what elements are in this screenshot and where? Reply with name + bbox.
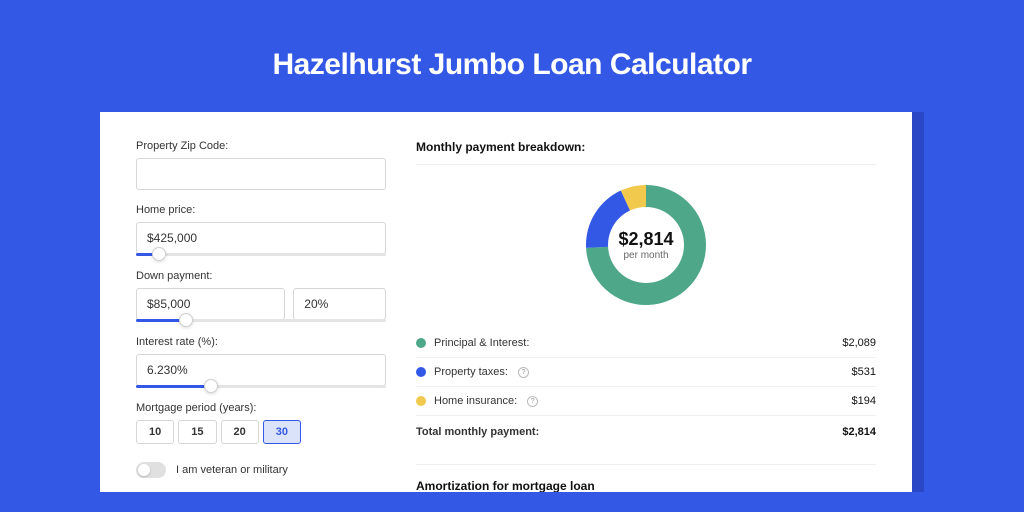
- veteran-toggle-knob: [138, 464, 150, 476]
- page-title: Hazelhurst Jumbo Loan Calculator: [100, 48, 924, 82]
- period-btn-10[interactable]: 10: [136, 420, 174, 444]
- home-price-group: Home price:: [136, 204, 386, 256]
- interest-rate-input[interactable]: [136, 354, 386, 386]
- interest-rate-group: Interest rate (%):: [136, 336, 386, 388]
- legend-dot-insurance: [416, 396, 426, 406]
- interest-rate-slider-fill: [136, 385, 211, 388]
- down-payment-slider-thumb[interactable]: [179, 313, 193, 327]
- panel-shadow: Property Zip Code: Home price: Down paym…: [100, 112, 924, 492]
- legend-row-insurance: Home insurance: ? $194: [416, 387, 876, 416]
- legend-value-taxes: $531: [852, 366, 876, 378]
- zip-input[interactable]: [136, 158, 386, 190]
- legend-dot-taxes: [416, 367, 426, 377]
- period-btn-20[interactable]: 20: [221, 420, 259, 444]
- legend-label-total: Total monthly payment:: [416, 426, 539, 438]
- info-icon[interactable]: ?: [527, 396, 538, 407]
- mortgage-period-buttons: 10 15 20 30: [136, 420, 386, 444]
- home-price-input[interactable]: [136, 222, 386, 254]
- down-payment-pct-input[interactable]: [293, 288, 386, 320]
- legend-value-principal: $2,089: [842, 337, 876, 349]
- donut-sub: per month: [618, 250, 673, 261]
- zip-group: Property Zip Code:: [136, 140, 386, 190]
- down-payment-label: Down payment:: [136, 270, 386, 282]
- donut-amount: $2,814: [618, 229, 673, 250]
- donut-wrap: $2,814 per month: [416, 181, 876, 309]
- period-btn-15[interactable]: 15: [178, 420, 216, 444]
- veteran-toggle[interactable]: [136, 462, 166, 478]
- legend-label-taxes: Property taxes:: [434, 366, 508, 378]
- legend-label-insurance: Home insurance:: [434, 395, 517, 407]
- home-price-label: Home price:: [136, 204, 386, 216]
- calculator-panel: Property Zip Code: Home price: Down paym…: [100, 112, 912, 492]
- breakdown-title: Monthly payment breakdown:: [416, 140, 876, 165]
- legend-label-principal: Principal & Interest:: [434, 337, 529, 349]
- breakdown-column: Monthly payment breakdown: $2,814 per mo…: [416, 140, 876, 492]
- legend-row-total: Total monthly payment: $2,814: [416, 416, 876, 446]
- donut-center: $2,814 per month: [618, 229, 673, 261]
- down-payment-group: Down payment:: [136, 270, 386, 322]
- mortgage-period-group: Mortgage period (years): 10 15 20 30: [136, 402, 386, 444]
- legend-row-principal: Principal & Interest: $2,089: [416, 329, 876, 358]
- mortgage-period-label: Mortgage period (years):: [136, 402, 386, 414]
- home-price-slider-thumb[interactable]: [152, 247, 166, 261]
- veteran-label: I am veteran or military: [176, 464, 288, 476]
- info-icon[interactable]: ?: [518, 367, 529, 378]
- period-btn-30[interactable]: 30: [263, 420, 301, 444]
- down-payment-slider[interactable]: [136, 319, 386, 322]
- down-payment-input[interactable]: [136, 288, 285, 320]
- veteran-toggle-row: I am veteran or military: [136, 462, 386, 478]
- legend-value-insurance: $194: [852, 395, 876, 407]
- zip-label: Property Zip Code:: [136, 140, 386, 152]
- legend-value-total: $2,814: [842, 426, 876, 438]
- legend-row-taxes: Property taxes: ? $531: [416, 358, 876, 387]
- interest-rate-label: Interest rate (%):: [136, 336, 386, 348]
- interest-rate-slider-thumb[interactable]: [204, 379, 218, 393]
- form-column: Property Zip Code: Home price: Down paym…: [136, 140, 386, 492]
- home-price-slider[interactable]: [136, 253, 386, 256]
- legend-dot-principal: [416, 338, 426, 348]
- donut-chart: $2,814 per month: [582, 181, 710, 309]
- amortization-title: Amortization for mortgage loan: [416, 464, 876, 492]
- interest-rate-slider[interactable]: [136, 385, 386, 388]
